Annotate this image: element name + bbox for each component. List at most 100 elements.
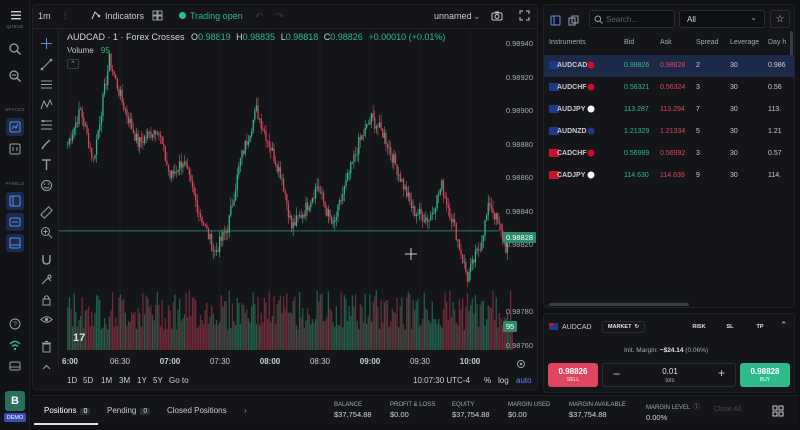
panel-order-icon[interactable]	[6, 213, 24, 231]
ask-price[interactable]: 1.21334	[660, 128, 686, 135]
col-ask[interactable]: Ask	[660, 39, 672, 46]
space-list-icon[interactable]	[6, 140, 24, 158]
trash-icon[interactable]	[38, 338, 54, 354]
minus-icon[interactable]: −	[613, 367, 621, 381]
interval-selector[interactable]: 1m	[38, 11, 51, 21]
chevron-down-icon[interactable]: ⌄	[473, 11, 481, 21]
chart-settings-icon[interactable]	[516, 356, 526, 368]
col-leverage[interactable]: Leverage	[730, 39, 760, 46]
chart-style-icon[interactable]: ⫶	[64, 11, 67, 21]
layout-name[interactable]: unnamed	[434, 11, 472, 21]
instrument-row[interactable]: CADJPY 114.630 114.639 9 30 114.	[544, 165, 794, 187]
instrument-row[interactable]: CADCHF 0.56989 0.56992 3 30 0.57	[544, 143, 794, 165]
panel-tab-icon[interactable]	[550, 13, 561, 31]
tp-tab[interactable]: TP	[756, 324, 764, 330]
col-spread[interactable]: Spread	[696, 39, 719, 46]
ask-price[interactable]: 114.639	[660, 172, 685, 179]
fib-tool-icon[interactable]	[38, 116, 54, 132]
ask-price[interactable]: 0.98828	[660, 62, 686, 69]
lots-value[interactable]: 0.01	[662, 367, 678, 376]
clock[interactable]: 10:07:30 UTC-4	[413, 376, 470, 385]
col-day[interactable]: Day h	[768, 39, 787, 46]
magnet-tool-icon[interactable]	[38, 251, 54, 267]
pattern-tool-icon[interactable]	[38, 96, 54, 112]
ask-price[interactable]: 0.56324	[660, 84, 686, 91]
camera-icon[interactable]	[491, 10, 503, 23]
crosshair-tool-icon[interactable]	[38, 35, 54, 51]
collapse-toolbar-icon[interactable]	[38, 359, 54, 375]
instrument-row[interactable]: AUDNZD 1.21329 1.21334 5 30 1.21	[544, 121, 794, 143]
range-3m[interactable]: 3M	[119, 376, 131, 385]
zoom-in-tool-icon[interactable]	[38, 224, 54, 240]
candlestick-chart[interactable]: 17	[33, 5, 538, 390]
bid-price[interactable]: 0.56989	[624, 150, 650, 157]
lock-icon[interactable]	[38, 291, 54, 307]
redo-icon[interactable]: ↷	[276, 11, 284, 21]
ruler-tool-icon[interactable]	[38, 204, 54, 220]
avatar[interactable]: B	[5, 391, 25, 411]
vertical-scrollbar[interactable]	[790, 31, 793, 63]
instrument-row[interactable]: AUDCHF 0.56321 0.56324 3 30 0.56	[544, 77, 794, 99]
indicators-button[interactable]: Indicators	[105, 11, 145, 21]
tab-positions[interactable]: Positions 0	[44, 406, 91, 415]
favorites-star-icon[interactable]: ☆	[770, 10, 790, 28]
range-5d[interactable]: 5D	[83, 376, 94, 385]
ask-price[interactable]: 0.56992	[660, 150, 686, 157]
range-1d[interactable]: 1D	[67, 376, 78, 385]
indicators-icon[interactable]	[90, 10, 101, 23]
instrument-search-input[interactable]: Search...	[589, 10, 675, 28]
sl-tab[interactable]: SL	[726, 324, 734, 330]
plus-icon[interactable]: +	[717, 366, 725, 380]
close-all-button[interactable]: Close All	[714, 406, 742, 413]
search-icon[interactable]	[6, 40, 24, 58]
chevron-right-icon[interactable]: ›	[244, 406, 247, 415]
percent-toggle[interactable]: %	[484, 376, 492, 385]
brush-tool-icon[interactable]	[38, 136, 54, 152]
collapse-order-icon[interactable]: ⌃	[780, 320, 788, 330]
bid-price[interactable]: 1.21329	[624, 128, 650, 135]
fullscreen-icon[interactable]	[519, 10, 530, 23]
instrument-filter-select[interactable]: All ⌄	[679, 10, 765, 28]
log-toggle[interactable]: log	[498, 376, 509, 385]
col-bid[interactable]: Bid	[624, 39, 635, 46]
range-5y[interactable]: 5Y	[153, 376, 163, 385]
horizontal-lines-icon[interactable]	[38, 76, 54, 92]
bid-price[interactable]: 0.98826	[624, 62, 650, 69]
emoji-tool-icon[interactable]	[38, 177, 54, 193]
panel-positions-icon[interactable]	[6, 234, 24, 252]
space-chart-icon[interactable]	[6, 118, 24, 136]
price-axis[interactable]: 0.98940 0.98920 0.98900 0.98880 0.98860 0.988…	[499, 29, 537, 359]
range-1y[interactable]: 1Y	[137, 376, 147, 385]
auto-toggle[interactable]: auto	[516, 376, 532, 385]
bid-price[interactable]: 114.630	[624, 172, 649, 179]
copy-icon[interactable]	[568, 13, 579, 31]
text-tool-icon[interactable]	[38, 156, 54, 172]
bid-price[interactable]: 113.287	[624, 106, 649, 113]
grid-view-icon[interactable]	[772, 404, 784, 422]
tab-pending[interactable]: Pending 0	[107, 406, 151, 415]
eye-icon[interactable]	[38, 311, 54, 327]
horizontal-scrollbar[interactable]	[549, 303, 689, 306]
risk-tab[interactable]: RISK	[692, 324, 706, 330]
lock-drawing-icon[interactable]	[38, 271, 54, 287]
col-instruments[interactable]: Instruments	[549, 39, 586, 46]
buy-button[interactable]: 0.98828 BUY	[740, 363, 790, 387]
dock-icon[interactable]	[6, 357, 24, 375]
tab-closed-positions[interactable]: Closed Positions	[167, 406, 227, 415]
order-type-button[interactable]: MARKET ↻	[602, 321, 645, 333]
range-1m[interactable]: 1M	[101, 376, 113, 385]
sell-button[interactable]: 0.98826 SELL	[548, 363, 598, 387]
tradingview-logo-icon[interactable]: 17	[73, 332, 85, 344]
undo-icon[interactable]: ↶	[255, 11, 263, 21]
info-icon[interactable]: ⓘ	[693, 405, 700, 411]
instrument-row[interactable]: AUDJPY 113.287 113.294 7 30 113.	[544, 99, 794, 121]
ask-price[interactable]: 113.294	[660, 106, 685, 113]
menu-icon[interactable]	[7, 6, 25, 24]
layout-grid-icon[interactable]	[152, 10, 163, 23]
instrument-row[interactable]: AUDCAD 0.98826 0.98828 2 30 0.986	[544, 55, 794, 77]
goto-button[interactable]: Go to	[169, 376, 189, 385]
help-icon[interactable]: ?	[6, 315, 24, 333]
panel-instruments-icon[interactable]	[6, 192, 24, 210]
bid-price[interactable]: 0.56321	[624, 84, 650, 91]
lots-stepper[interactable]: − 0.01 lots +	[602, 363, 736, 387]
